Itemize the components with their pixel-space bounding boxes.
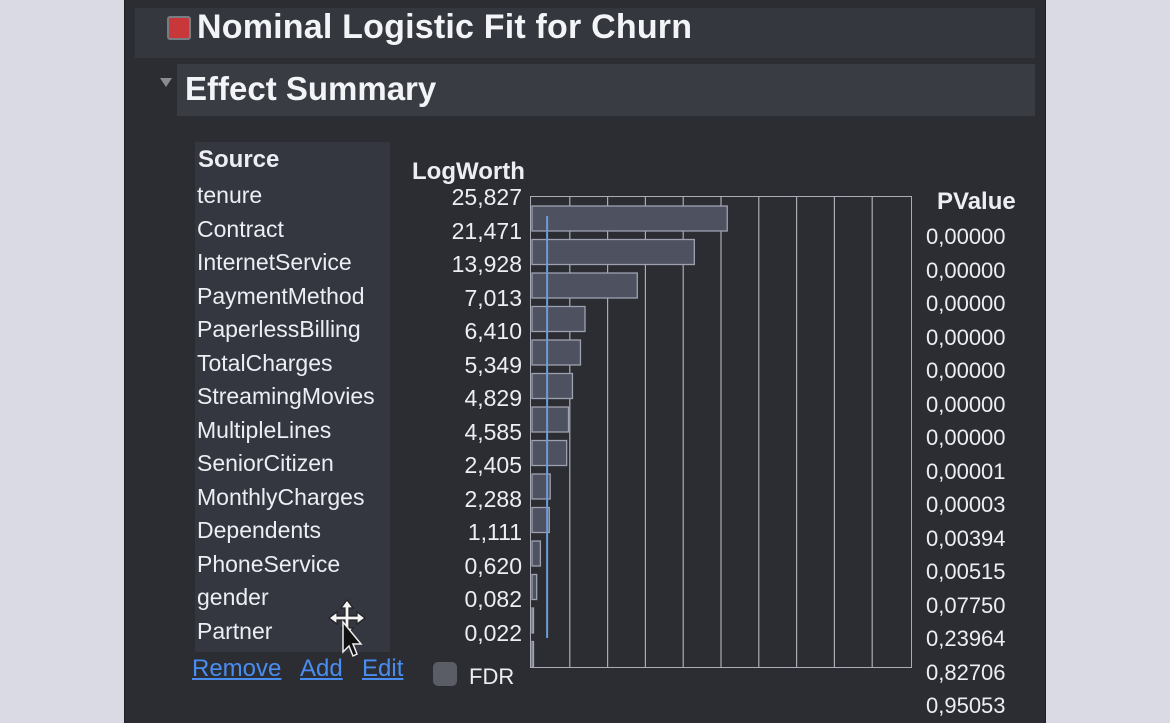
fdr-checkbox[interactable] <box>433 662 457 686</box>
pvalue-cell: 0,00394 <box>926 525 1006 551</box>
source-cell: MonthlyCharges <box>197 483 365 510</box>
report-panel: Nominal Logistic Fit for Churn Effect Su… <box>125 0 1045 723</box>
logworth-bar <box>531 406 570 433</box>
pvalue-cell: 0,00000 <box>926 425 1006 450</box>
section-toggle-icon[interactable] <box>160 78 172 87</box>
logworth-bar-chart <box>530 196 912 668</box>
logworth-bar <box>531 372 574 400</box>
pvalue-cell: 0,00000 <box>926 324 1006 350</box>
logworth-cell: 2,288 <box>464 485 522 512</box>
logworth-bar <box>531 607 535 634</box>
logworth-cell: 4,829 <box>464 385 522 411</box>
source-cell: PaperlessBilling <box>197 316 361 342</box>
remove-link[interactable]: Remove <box>192 655 282 682</box>
fdr-label: FDR <box>469 664 515 689</box>
source-cell: TotalCharges <box>197 349 333 376</box>
pvalue-cell: 0,00000 <box>926 358 1006 383</box>
logworth-bar <box>531 573 538 601</box>
section-title: Effect Summary <box>185 70 437 107</box>
logworth-bar <box>531 272 638 299</box>
logworth-header: LogWorth <box>412 158 525 185</box>
source-cell: Contract <box>197 215 284 242</box>
pvalue-cell: 0,95053 <box>926 693 1006 718</box>
pvalue-cell: 0,82706 <box>926 659 1006 685</box>
logworth-bar <box>531 305 586 333</box>
pvalue-cell: 0,00000 <box>926 257 1006 283</box>
logworth-bar <box>531 540 542 567</box>
section-header-bar[interactable] <box>177 64 1035 116</box>
source-cell: tenure <box>197 182 263 208</box>
add-link[interactable]: Add <box>300 655 343 682</box>
edit-link[interactable]: Edit <box>362 655 404 682</box>
report-title-bar <box>135 8 1035 58</box>
logworth-cell: 6,410 <box>464 318 522 344</box>
pvalue-cell: 0,00003 <box>926 492 1006 517</box>
logworth-cell: 13,928 <box>451 251 522 277</box>
logworth-cell: 0,082 <box>464 586 522 612</box>
source-cell: InternetService <box>197 249 352 275</box>
logworth-cell: 2,405 <box>464 452 522 478</box>
move-cursor-icon <box>328 599 366 658</box>
pvalue-cell: 0,00515 <box>926 559 1006 584</box>
source-cell: SeniorCitizen <box>197 450 334 476</box>
source-column <box>195 142 390 652</box>
logworth-cell: 0,620 <box>464 552 522 579</box>
source-cell: Partner <box>197 617 273 644</box>
logworth-cell: 25,827 <box>451 184 522 210</box>
source-cell: StreamingMovies <box>197 383 375 409</box>
report-close-icon[interactable] <box>167 16 191 40</box>
source-cell: MultipleLines <box>197 416 332 443</box>
pvalue-cell: 0,00000 <box>926 291 1006 316</box>
source-cell: gender <box>197 584 269 610</box>
logworth-cell: 5,349 <box>464 351 522 378</box>
logworth-bar <box>531 205 728 232</box>
logworth-bar <box>531 506 550 534</box>
logworth-bar <box>531 339 582 366</box>
source-cell: Dependents <box>197 517 322 543</box>
pvalue-cell: 0,00000 <box>926 391 1006 417</box>
pvalue-cell: 0,00000 <box>926 224 1006 249</box>
logworth-bar <box>531 640 535 668</box>
logworth-cell: 0,022 <box>464 619 522 646</box>
logworth-bar <box>531 238 695 266</box>
source-header: Source <box>198 146 280 173</box>
pvalue-cell: 0,00001 <box>926 458 1006 484</box>
logworth-cell: 1,111 <box>467 519 522 545</box>
logworth-cell: 4,585 <box>464 418 522 445</box>
logworth-cell: 21,471 <box>451 217 522 244</box>
report-title: Nominal Logistic Fit for Churn <box>197 8 693 46</box>
pvalue-header: PValue <box>937 188 1016 215</box>
pvalue-cell: 0,07750 <box>926 592 1006 618</box>
source-cell: PhoneService <box>197 550 341 577</box>
logworth-cell: 7,013 <box>464 284 522 311</box>
source-cell: PaymentMethod <box>197 282 365 309</box>
logworth-bar <box>531 439 568 467</box>
logworth-bar <box>531 473 551 500</box>
pvalue-cell: 0,23964 <box>926 626 1006 651</box>
